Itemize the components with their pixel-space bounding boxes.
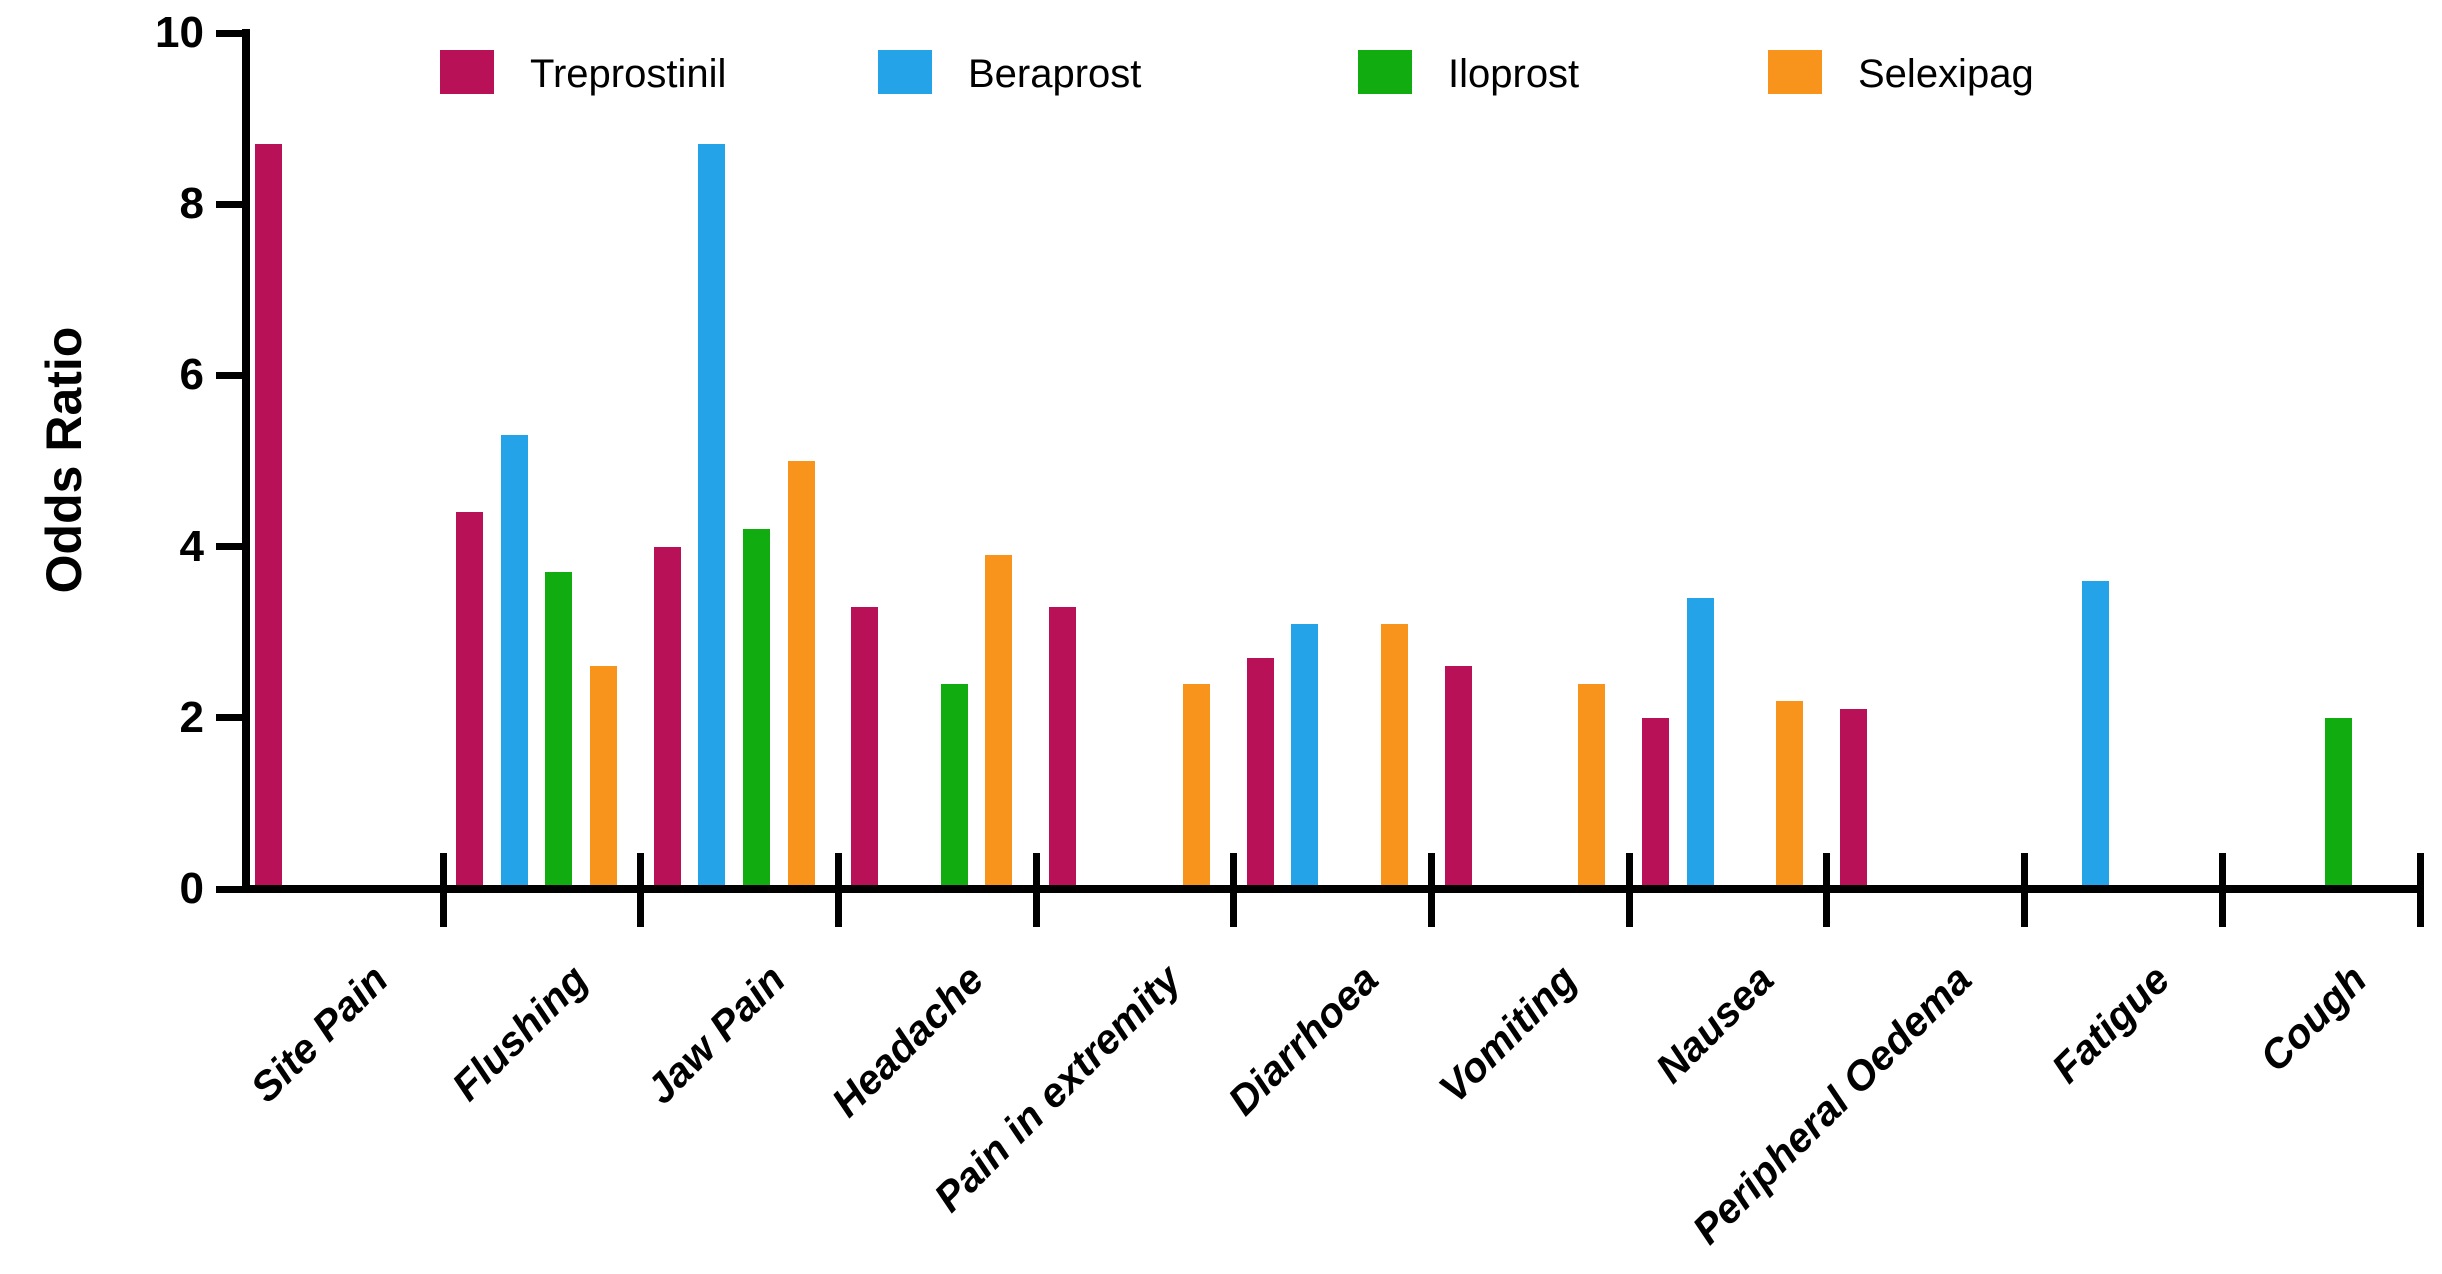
x-axis-tick xyxy=(2416,853,2424,927)
y-tick-label: 4 xyxy=(179,521,204,571)
bar-treprostinil-vomiting xyxy=(1444,666,1472,889)
x-category-label: Headache xyxy=(822,956,992,1126)
bar-selexipag-jaw-pain xyxy=(787,461,815,889)
y-tick-label: 2 xyxy=(179,692,204,742)
legend-swatch-treprostinil xyxy=(440,50,494,94)
y-tick-label: 0 xyxy=(179,864,204,913)
y-axis-tick xyxy=(216,200,242,208)
legend-swatch-beraprost xyxy=(878,50,932,94)
x-category-label: Fatigue xyxy=(2042,956,2178,1092)
bar-beraprost-nausea xyxy=(1686,597,1714,889)
y-axis-tick xyxy=(216,885,242,893)
x-category-label: Jaw Pain xyxy=(637,956,795,1113)
bar-treprostinil-site-pain xyxy=(255,144,282,889)
y-tick-label: 6 xyxy=(179,350,204,400)
bar-selexipag-pain-in-extremity xyxy=(1182,683,1210,889)
y-axis-tick xyxy=(216,714,242,722)
bar-beraprost-fatigue xyxy=(2082,580,2110,889)
bar-selexipag-vomiting xyxy=(1578,683,1606,889)
bar-iloprost-jaw-pain xyxy=(742,529,770,889)
legend-swatch-selexipag xyxy=(1768,50,1822,94)
legend-label-treprostinil: Treprostinil xyxy=(530,52,727,96)
y-axis-tick xyxy=(216,29,242,37)
bar-beraprost-jaw-pain xyxy=(698,144,726,889)
x-category-label: Site Pain xyxy=(242,956,398,1111)
bar-iloprost-headache xyxy=(940,683,968,889)
y-tick-label: 8 xyxy=(179,179,204,229)
x-category-label: Vomiting xyxy=(1429,956,1585,1112)
bar-treprostinil-pain-in-extremity xyxy=(1049,606,1077,889)
y-tick-label: 10 xyxy=(155,8,204,57)
bar-treprostinil-diarrhoea xyxy=(1246,657,1274,889)
legend-label-selexipag: Selexipag xyxy=(1858,52,2034,96)
x-category-label: Diarrhoea xyxy=(1219,956,1388,1124)
bar-beraprost-flushing xyxy=(500,435,528,889)
bar-treprostinil-nausea xyxy=(1642,717,1670,889)
bar-selexipag-headache xyxy=(985,555,1013,889)
bar-treprostinil-flushing xyxy=(456,512,483,889)
bar-treprostinil-headache xyxy=(851,606,879,889)
bar-selexipag-nausea xyxy=(1776,700,1803,889)
y-axis-tick xyxy=(216,543,242,551)
y-axis-tick xyxy=(216,371,242,379)
bar-beraprost-diarrhoea xyxy=(1291,623,1319,889)
bar-iloprost-flushing xyxy=(545,572,573,889)
bar-selexipag-flushing xyxy=(589,666,617,889)
y-axis-line xyxy=(242,29,250,893)
bar-iloprost-cough xyxy=(2324,717,2352,889)
legend-label-iloprost: Iloprost xyxy=(1448,52,1580,96)
legend-label-beraprost: Beraprost xyxy=(968,52,1142,96)
bar-treprostinil-jaw-pain xyxy=(653,546,681,889)
x-category-label: Cough xyxy=(2251,956,2376,1081)
bar-treprostinil-peripheral-oedema xyxy=(1839,709,1867,889)
x-category-label: Nausea xyxy=(1646,956,1783,1092)
x-category-label: Flushing xyxy=(443,956,597,1110)
legend-swatch-iloprost xyxy=(1358,50,1412,94)
bar-selexipag-diarrhoea xyxy=(1380,623,1408,889)
x-axis-line xyxy=(242,885,2420,893)
